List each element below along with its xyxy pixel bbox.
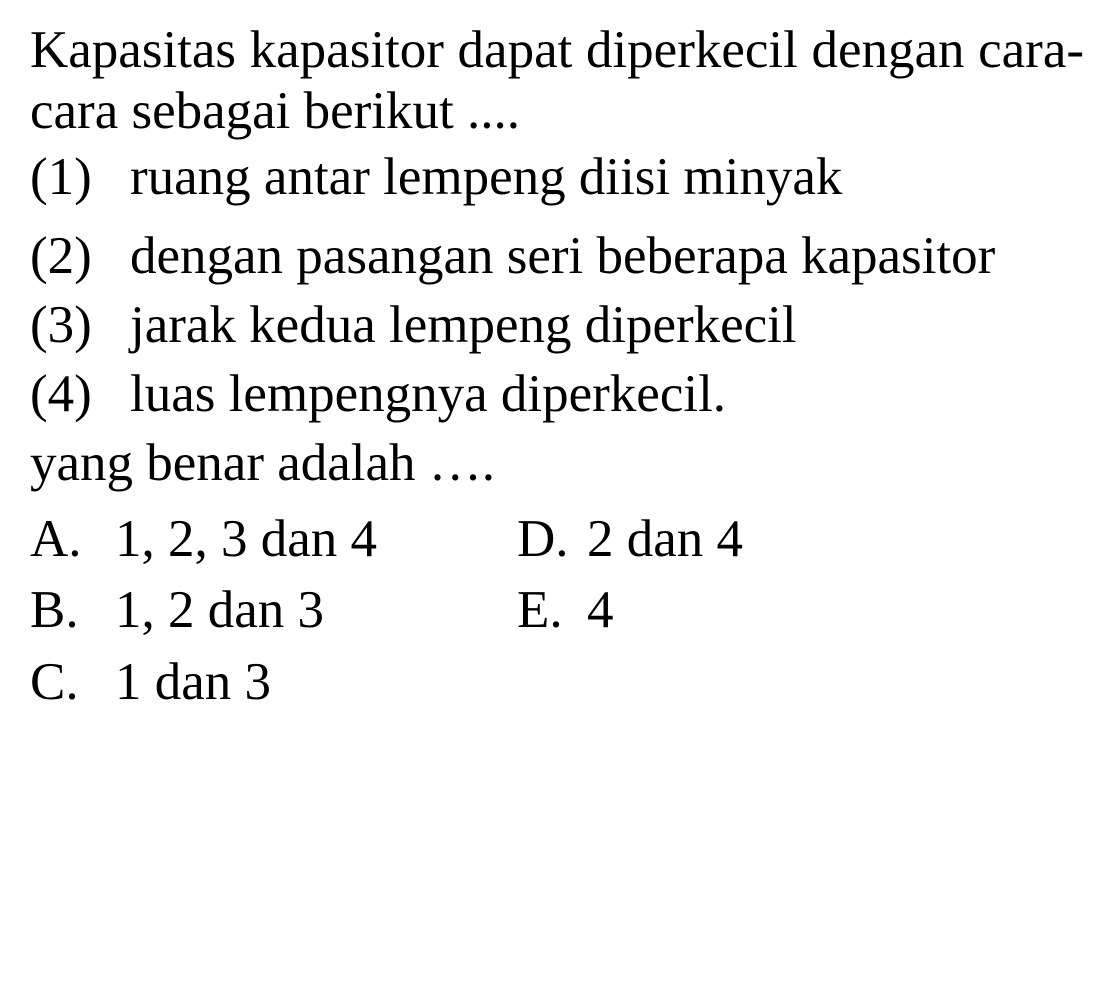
statement-2: (2) dengan pasangan seri beberapa kapasi… bbox=[30, 226, 1084, 287]
statement-3: (3) jarak kedua lempeng diperkecil bbox=[30, 295, 1084, 356]
option-b: B. 1, 2 dan 3 bbox=[30, 575, 377, 647]
statement-number: (4) bbox=[30, 364, 130, 425]
option-e: E. 4 bbox=[517, 575, 743, 647]
statement-number: (1) bbox=[30, 147, 130, 208]
statement-text: dengan pasangan seri beberapa kapasitor bbox=[130, 226, 1084, 287]
options-col-left: A. 1, 2, 3 dan 4 B. 1, 2 dan 3 C. 1 dan … bbox=[30, 504, 377, 719]
question-prompt: yang benar adalah …. bbox=[30, 433, 1084, 494]
question-intro: Kapasitas kapasitor dapat diperkecil den… bbox=[30, 20, 1084, 142]
statement-text: jarak kedua lempeng diperkecil bbox=[130, 295, 1084, 356]
statement-number: (3) bbox=[30, 295, 130, 356]
statement-1: (1) ruang antar lempeng diisi minyak bbox=[30, 147, 1084, 208]
statement-text: luas lempengnya diperkecil. bbox=[130, 364, 1084, 425]
option-letter: D. bbox=[517, 504, 587, 576]
statement-4: (4) luas lempengnya diperkecil. bbox=[30, 364, 1084, 425]
statement-number: (2) bbox=[30, 226, 130, 287]
option-text: 2 dan 4 bbox=[587, 504, 743, 576]
statement-text: ruang antar lempeng diisi minyak bbox=[130, 147, 1084, 208]
option-c: C. 1 dan 3 bbox=[30, 647, 377, 719]
statements-list: (1) ruang antar lempeng diisi minyak (2)… bbox=[30, 147, 1084, 425]
option-letter: A. bbox=[30, 504, 115, 576]
option-text: 4 bbox=[587, 575, 614, 647]
options-col-right: D. 2 dan 4 E. 4 bbox=[517, 504, 743, 719]
option-text: 1 dan 3 bbox=[115, 647, 271, 719]
option-letter: C. bbox=[30, 647, 115, 719]
option-d: D. 2 dan 4 bbox=[517, 504, 743, 576]
option-text: 1, 2, 3 dan 4 bbox=[115, 504, 377, 576]
option-letter: B. bbox=[30, 575, 115, 647]
option-a: A. 1, 2, 3 dan 4 bbox=[30, 504, 377, 576]
option-text: 1, 2 dan 3 bbox=[115, 575, 324, 647]
answer-options: A. 1, 2, 3 dan 4 B. 1, 2 dan 3 C. 1 dan … bbox=[30, 504, 1084, 719]
option-letter: E. bbox=[517, 575, 587, 647]
